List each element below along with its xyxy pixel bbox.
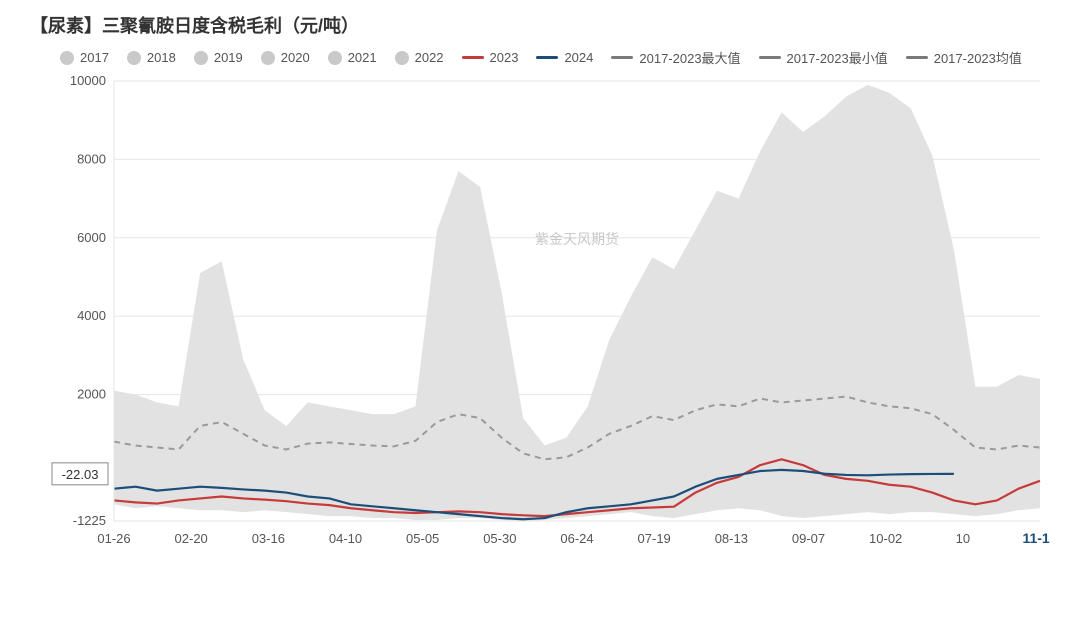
legend-item: 2018 — [127, 50, 176, 65]
legend-swatch — [328, 51, 342, 65]
legend: 2017 2018 2019 2020 2021 2022 2023 2024 2017-202… — [0, 48, 1080, 71]
legend-item: 2020 — [261, 50, 310, 65]
x-tick-label: 11-15 — [1022, 530, 1050, 546]
chart-svg: -1225 2000 4000 6000 8000 10000 紫金天风期货 -22.03 01… — [30, 71, 1050, 561]
chart-area: -1225 2000 4000 6000 8000 10000 紫金天风期货 -22.03 01… — [30, 71, 1050, 561]
legend-swatch — [611, 56, 633, 59]
x-tick-label: 05-30 — [483, 531, 516, 546]
legend-item: 2017 — [60, 50, 109, 65]
range-area — [114, 85, 1040, 521]
x-tick-label: 10 — [956, 531, 970, 546]
svg-text:2000: 2000 — [77, 387, 106, 402]
legend-swatch — [462, 56, 484, 59]
legend-label: 2017-2023最小值 — [787, 48, 888, 67]
legend-swatch — [261, 51, 275, 65]
legend-label: 2017-2023最大值 — [639, 48, 740, 67]
legend-item: 2019 — [194, 50, 243, 65]
legend-label: 2017-2023均值 — [934, 48, 1022, 67]
x-tick-label: 07-19 — [638, 531, 671, 546]
svg-text:-1225: -1225 — [73, 513, 106, 528]
legend-label: 2018 — [147, 50, 176, 65]
legend-label: 2020 — [281, 50, 310, 65]
last-value-label: -22.03 — [62, 467, 99, 482]
legend-swatch — [127, 51, 141, 65]
x-tick-label: 04-10 — [329, 531, 362, 546]
legend-swatch — [759, 56, 781, 59]
legend-swatch — [194, 51, 208, 65]
svg-text:10000: 10000 — [70, 73, 106, 88]
x-tick-label: 05-05 — [406, 531, 439, 546]
legend-label: 2022 — [415, 50, 444, 65]
legend-item: 2023 — [462, 50, 519, 65]
x-tick-label: 08-13 — [715, 531, 748, 546]
legend-label: 2017 — [80, 50, 109, 65]
legend-label: 2021 — [348, 50, 377, 65]
legend-item: 2017-2023最大值 — [611, 48, 740, 67]
legend-swatch — [906, 56, 928, 59]
legend-swatch — [536, 56, 558, 59]
legend-item: 2022 — [395, 50, 444, 65]
x-tick-label: 02-20 — [175, 531, 208, 546]
x-tick-label: 09-07 — [792, 531, 825, 546]
svg-text:4000: 4000 — [77, 308, 106, 323]
legend-item: 2024 — [536, 50, 593, 65]
x-tick-label: 01-26 — [97, 531, 130, 546]
legend-label: 2024 — [564, 50, 593, 65]
legend-swatch — [395, 51, 409, 65]
x-tick-label: 06-24 — [560, 531, 593, 546]
legend-label: 2023 — [490, 50, 519, 65]
page-title: 【尿素】三聚氰胺日度含税毛利（元/吨） — [0, 0, 1080, 48]
legend-item: 2021 — [328, 50, 377, 65]
x-tick-label: 10-02 — [869, 531, 902, 546]
legend-swatch — [60, 51, 74, 65]
x-tick-label: 03-16 — [252, 531, 285, 546]
legend-item: 2017-2023最小值 — [759, 48, 888, 67]
svg-text:8000: 8000 — [77, 151, 106, 166]
legend-label: 2019 — [214, 50, 243, 65]
watermark: 紫金天风期货 — [535, 231, 619, 247]
svg-text:6000: 6000 — [77, 230, 106, 245]
legend-item: 2017-2023均值 — [906, 48, 1022, 67]
